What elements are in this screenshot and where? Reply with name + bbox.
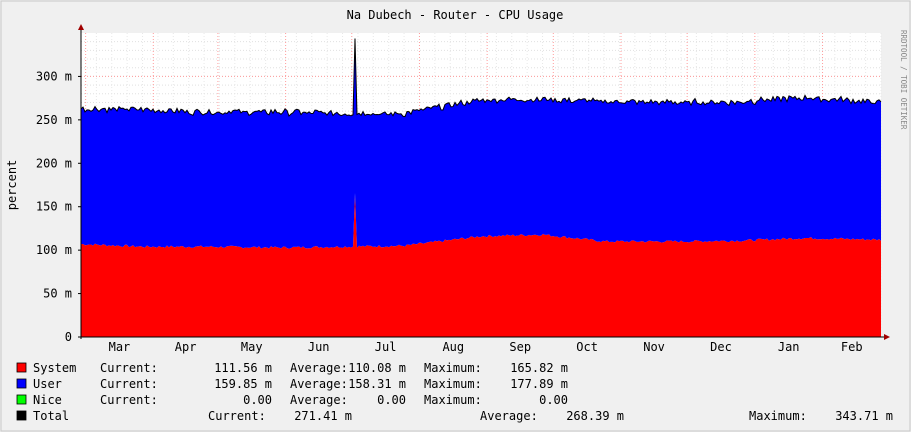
- legend-maximum-value: 165.82 m: [510, 361, 568, 375]
- legend-current-label: Current:: [208, 409, 266, 423]
- legend-maximum-label: Maximum:: [424, 377, 482, 391]
- legend-current-value: 111.56 m: [214, 361, 272, 375]
- legend-average-value: 0.00: [377, 393, 406, 407]
- legend-maximum-value: 177.89 m: [510, 377, 568, 391]
- x-tick-label: Jun: [308, 340, 330, 354]
- y-tick-label: 200 m: [36, 156, 72, 170]
- x-tick-label: May: [241, 340, 263, 354]
- legend-swatch: [16, 394, 27, 405]
- legend-average-label: Average:: [290, 393, 348, 407]
- x-tick-label: Jul: [375, 340, 397, 354]
- x-tick-label: Dec: [710, 340, 732, 354]
- line-total: [80, 38, 882, 118]
- y-axis-arrow: [78, 24, 84, 30]
- x-axis-arrow: [884, 334, 890, 340]
- x-tick-label: Mar: [109, 340, 131, 354]
- x-tick-label: Oct: [576, 340, 598, 354]
- x-tick-label: Nov: [643, 340, 665, 354]
- legend-average-value: 268.39 m: [566, 409, 624, 423]
- x-tick-label: Feb: [841, 340, 863, 354]
- rrdtool-watermark: RRDTOOL / TOBI OETIKER: [899, 30, 908, 130]
- legend-average-label: Average:: [290, 377, 348, 391]
- y-tick-label: 250 m: [36, 113, 72, 127]
- x-tick-label: Sep: [509, 340, 531, 354]
- legend-series-name: User: [33, 377, 62, 391]
- legend-maximum-label: Maximum:: [424, 393, 482, 407]
- legend-series-name: Total: [33, 409, 69, 423]
- legend-maximum-value: 343.71 m: [835, 409, 893, 423]
- area-user: [81, 38, 881, 249]
- legend-row-total: Total Current: 271.41 m Average: 268.39 m Max…: [16, 409, 893, 423]
- x-tick-label: Apr: [175, 340, 197, 354]
- legend-average-value: 110.08 m: [348, 361, 406, 375]
- legend-maximum-label: Maximum:: [424, 361, 482, 375]
- y-tick-label: 50 m: [43, 287, 72, 301]
- x-tick-label: Aug: [442, 340, 464, 354]
- legend-current-value: 159.85 m: [214, 377, 272, 391]
- y-tick-label: 0: [65, 330, 72, 344]
- legend-swatch: [16, 378, 27, 389]
- legend-average-value: 158.31 m: [348, 377, 406, 391]
- y-axis-title: percent: [5, 160, 19, 211]
- legend-row-system: System Current: 111.56 m Average: 110.08 m Ma…: [16, 361, 568, 375]
- legend-row-user: User Current: 159.85 m Average: 158.31 m Maxi…: [16, 377, 568, 391]
- legend-maximum-value: 0.00: [539, 393, 568, 407]
- legend-average-label: Average:: [290, 361, 348, 375]
- y-tick-label: 150 m: [36, 200, 72, 214]
- legend-series-name: System: [33, 361, 76, 375]
- legend-current-value: 271.41 m: [294, 409, 352, 423]
- legend-maximum-label: Maximum:: [749, 409, 807, 423]
- legend-swatch: [16, 362, 27, 373]
- legend-current-label: Current:: [100, 377, 158, 391]
- chart-title: Na Dubech - Router - CPU Usage: [347, 8, 564, 22]
- legend-row-nice: Nice Current: 0.00 Average: 0.00 Maximum: 0.00: [16, 393, 568, 407]
- y-tick-label: 300 m: [36, 69, 72, 83]
- legend-current-label: Current:: [100, 361, 158, 375]
- legend-average-label: Average:: [480, 409, 538, 423]
- x-tick-label: Jan: [778, 340, 800, 354]
- legend-current-label: Current:: [100, 393, 158, 407]
- legend-series-name: Nice: [33, 393, 62, 407]
- area-system: [81, 192, 881, 337]
- legend-swatch: [16, 410, 27, 421]
- legend-current-value: 0.00: [243, 393, 272, 407]
- y-tick-label: 100 m: [36, 243, 72, 257]
